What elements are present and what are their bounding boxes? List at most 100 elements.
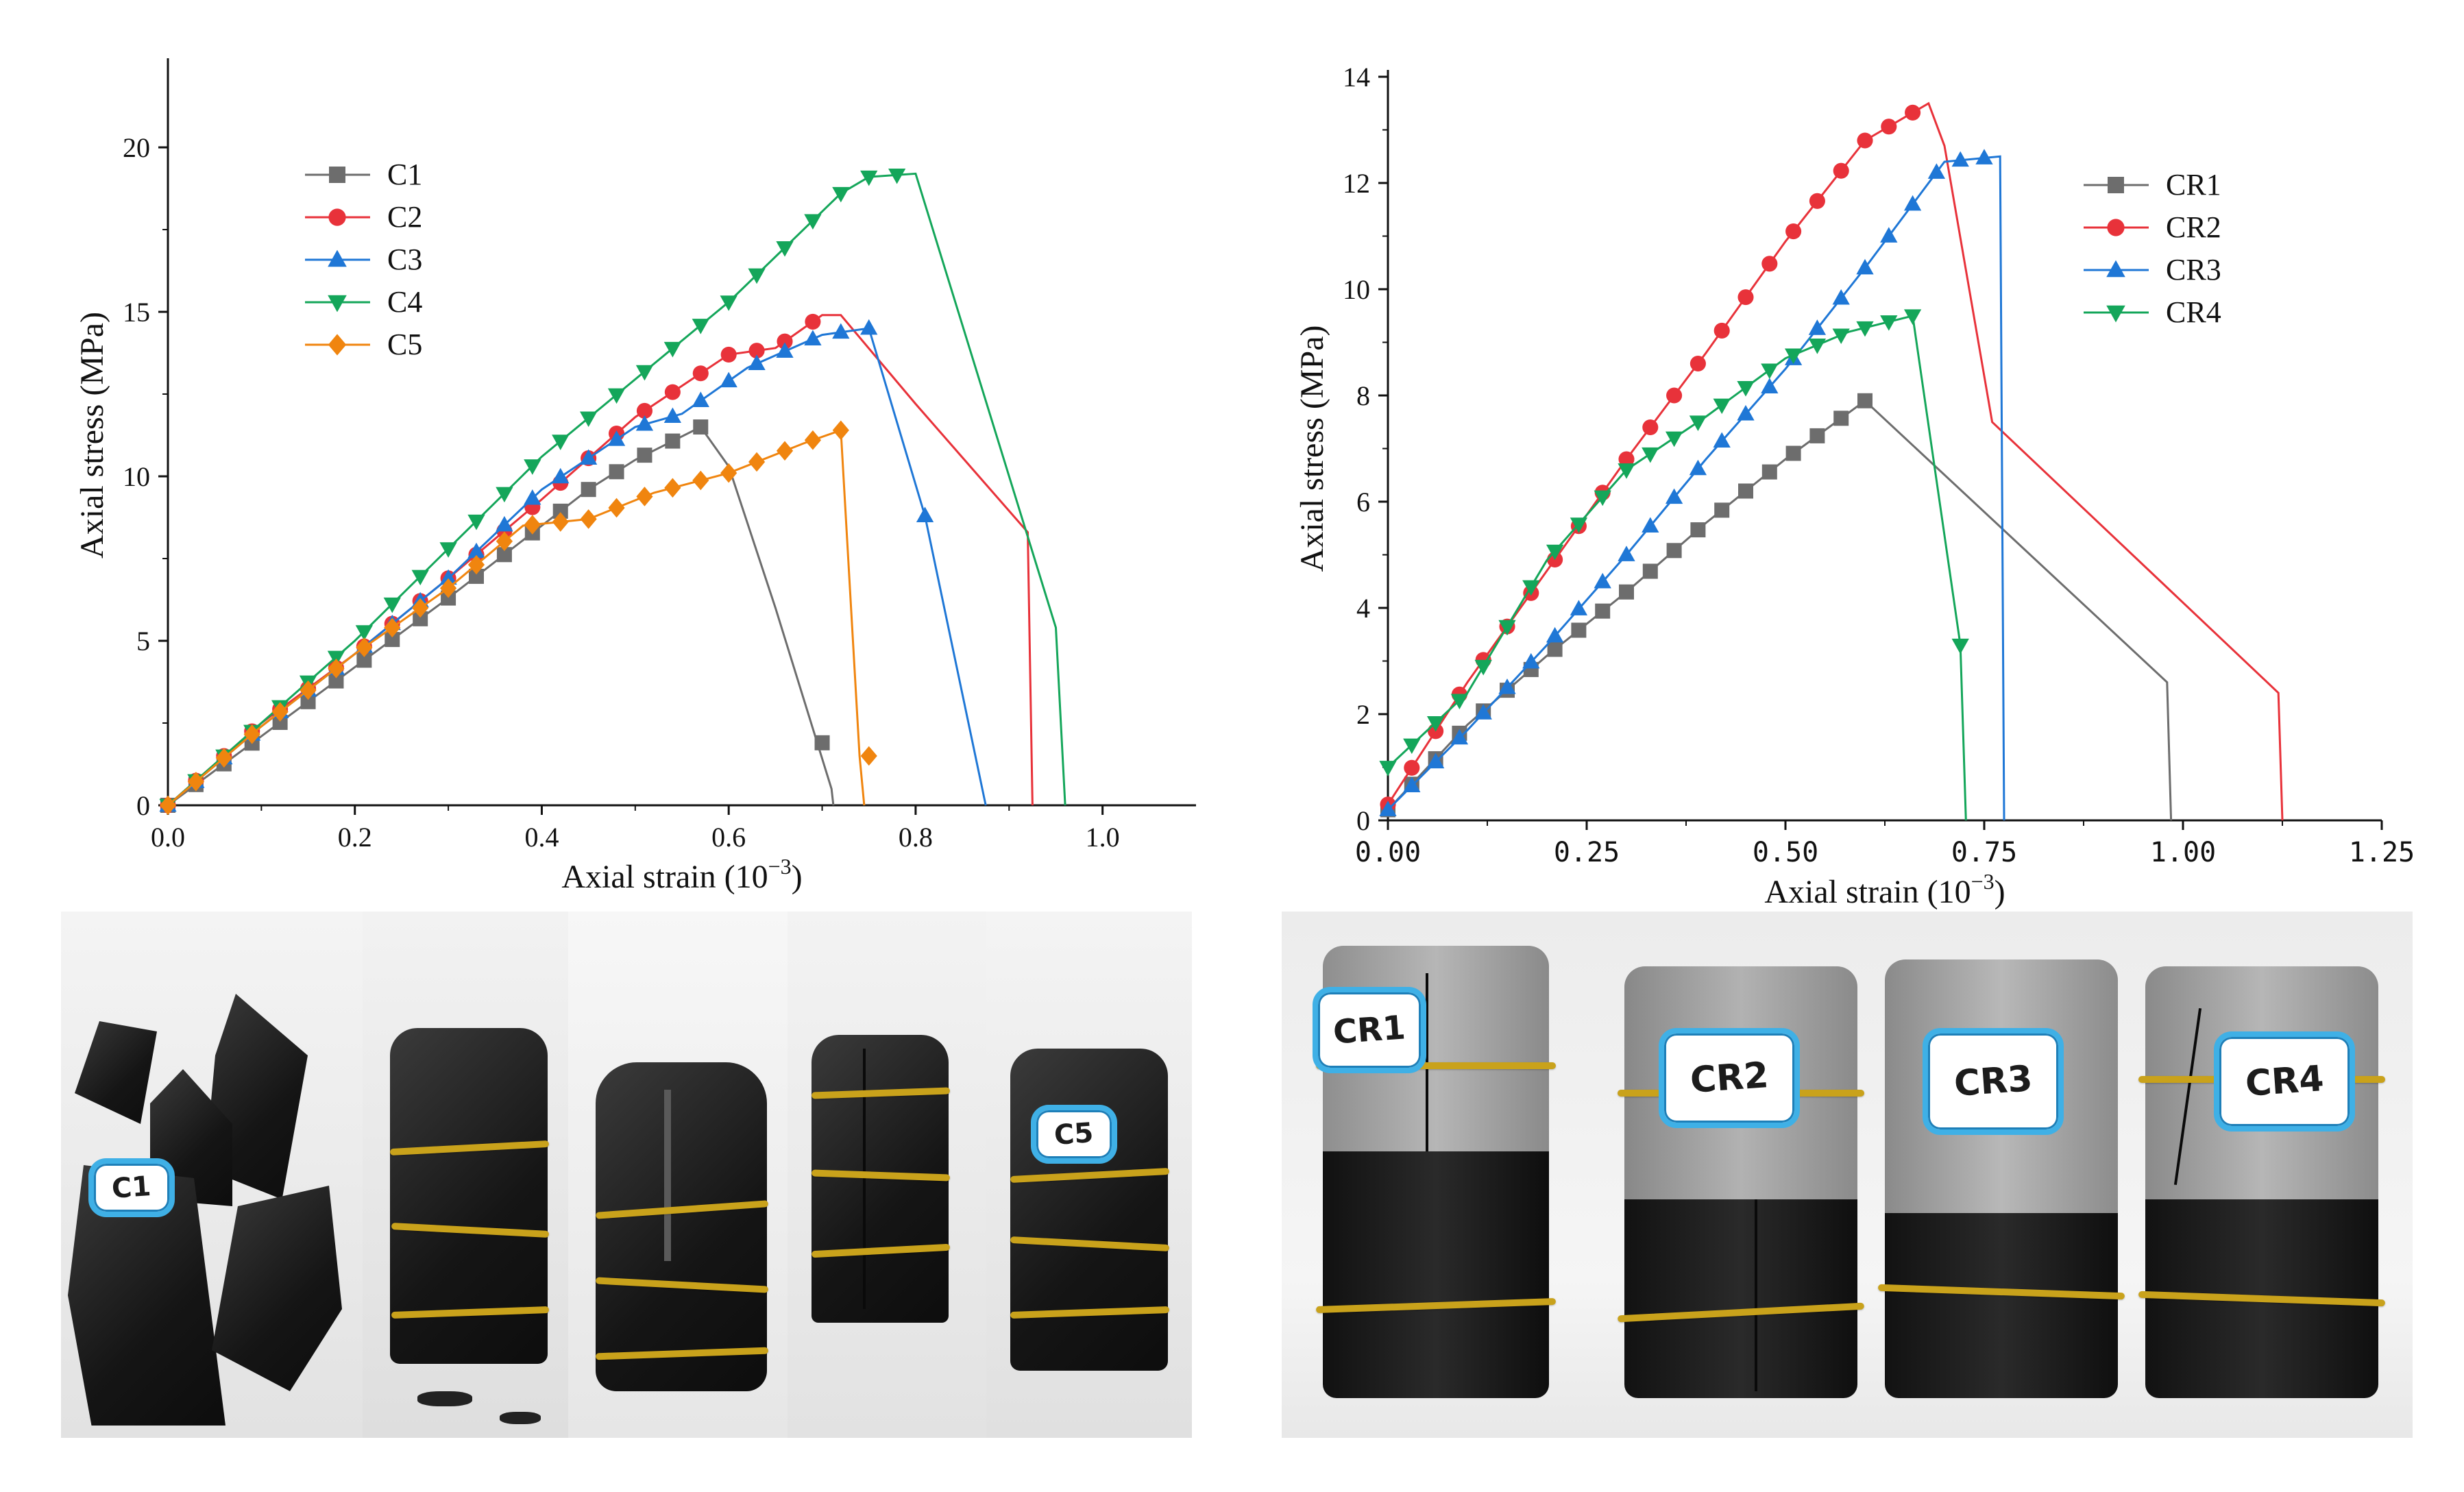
data-point bbox=[1690, 355, 1706, 372]
data-point bbox=[1713, 322, 1730, 339]
data-point bbox=[356, 652, 372, 668]
sample-label-c5: C5 bbox=[1031, 1105, 1117, 1164]
data-point bbox=[1761, 256, 1778, 272]
data-point bbox=[441, 590, 456, 606]
data-point bbox=[159, 795, 177, 816]
data-point bbox=[1785, 223, 1802, 240]
legend-marker bbox=[328, 249, 347, 267]
data-point bbox=[804, 430, 822, 450]
x-tick-label: 1.00 bbox=[2150, 837, 2216, 868]
data-point bbox=[1785, 445, 1801, 461]
data-point bbox=[1951, 638, 1969, 655]
data-point bbox=[328, 673, 344, 689]
data-point bbox=[804, 214, 822, 230]
data-point bbox=[496, 531, 513, 552]
data-point bbox=[692, 319, 709, 334]
sample-label-cr2: CR2 bbox=[1659, 1028, 1800, 1128]
data-point bbox=[635, 415, 654, 431]
legend-marker bbox=[2106, 305, 2125, 323]
data-point bbox=[1713, 432, 1731, 448]
data-point bbox=[1594, 572, 1611, 589]
data-point bbox=[607, 388, 626, 404]
x-tick-label: 0.6 bbox=[711, 822, 746, 853]
legend-label: C5 bbox=[387, 328, 422, 361]
data-point bbox=[1809, 428, 1825, 443]
series-line bbox=[167, 426, 835, 807]
data-point bbox=[720, 463, 737, 483]
data-point bbox=[496, 487, 513, 503]
legend-label: CR1 bbox=[2166, 168, 2221, 201]
data-point bbox=[1833, 162, 1849, 179]
data-point bbox=[748, 452, 766, 472]
data-point bbox=[748, 268, 766, 284]
y-tick-label: 4 bbox=[1356, 593, 1370, 624]
legend-marker bbox=[328, 208, 346, 226]
data-point bbox=[804, 330, 822, 345]
data-point bbox=[1784, 348, 1803, 365]
x-axis-title: Axial strain (10−3) bbox=[1764, 869, 2005, 910]
legend-label: CR3 bbox=[2166, 253, 2221, 286]
y-tick-label: 12 bbox=[1343, 168, 1370, 199]
data-point bbox=[469, 568, 484, 584]
y-tick-label: 20 bbox=[123, 132, 150, 163]
data-point bbox=[187, 772, 205, 792]
data-point bbox=[1690, 522, 1706, 538]
data-point bbox=[1571, 622, 1587, 638]
sample-label-cr4: CR4 bbox=[2214, 1031, 2355, 1132]
data-point bbox=[1547, 641, 1563, 657]
data-point bbox=[693, 419, 709, 435]
data-point bbox=[832, 323, 850, 339]
series-line bbox=[1387, 399, 2173, 821]
data-point bbox=[1450, 694, 1469, 710]
data-point bbox=[552, 512, 569, 532]
data-point bbox=[1665, 431, 1683, 448]
legend: CR1 CR2 CR3 CR4 bbox=[2084, 168, 2221, 329]
data-point bbox=[1618, 463, 1635, 479]
y-tick-label: 0 bbox=[136, 790, 150, 821]
data-point bbox=[1738, 483, 1753, 499]
data-point bbox=[1642, 517, 1659, 533]
data-point bbox=[1761, 363, 1779, 379]
series-line bbox=[167, 172, 1066, 807]
data-point bbox=[327, 650, 345, 667]
y-tick-label: 10 bbox=[1343, 274, 1370, 305]
x-tick-label: 1.25 bbox=[2349, 837, 2415, 868]
specimen-cr3 bbox=[1877, 959, 2125, 1398]
legend-marker bbox=[328, 334, 347, 356]
data-point bbox=[1546, 544, 1564, 561]
data-point bbox=[607, 430, 626, 446]
data-point bbox=[635, 365, 654, 381]
x-tick-label: 0.00 bbox=[1355, 837, 1421, 868]
data-point bbox=[665, 433, 681, 449]
y-tick-label: 8 bbox=[1356, 380, 1370, 411]
data-point bbox=[1522, 580, 1540, 596]
data-point bbox=[663, 407, 682, 423]
y-axis-title: Axial stress (MPa) bbox=[1294, 326, 1330, 572]
data-point bbox=[271, 702, 289, 722]
data-point bbox=[1404, 759, 1420, 776]
data-point bbox=[1808, 339, 1827, 354]
legend-label: C2 bbox=[387, 200, 422, 234]
data-point bbox=[1618, 451, 1635, 467]
legend-marker bbox=[2108, 177, 2124, 193]
data-point bbox=[1474, 704, 1492, 720]
legend-marker bbox=[328, 295, 347, 313]
data-point bbox=[692, 470, 709, 491]
data-point bbox=[1498, 678, 1516, 694]
data-point bbox=[664, 384, 681, 400]
data-point bbox=[805, 313, 821, 330]
data-point bbox=[664, 478, 681, 498]
data-point bbox=[439, 578, 457, 598]
data-point bbox=[1379, 800, 1397, 816]
data-point bbox=[215, 748, 232, 768]
data-point bbox=[1642, 419, 1659, 436]
series-cr1 bbox=[1380, 393, 2173, 821]
y-tick-label: 10 bbox=[123, 461, 150, 492]
x-tick-label: 0.8 bbox=[899, 822, 933, 853]
data-point bbox=[1379, 761, 1397, 776]
data-point bbox=[1905, 104, 1921, 121]
data-point bbox=[1426, 716, 1445, 732]
data-point bbox=[1522, 652, 1540, 669]
data-point bbox=[748, 343, 765, 359]
data-point bbox=[1903, 195, 1922, 211]
